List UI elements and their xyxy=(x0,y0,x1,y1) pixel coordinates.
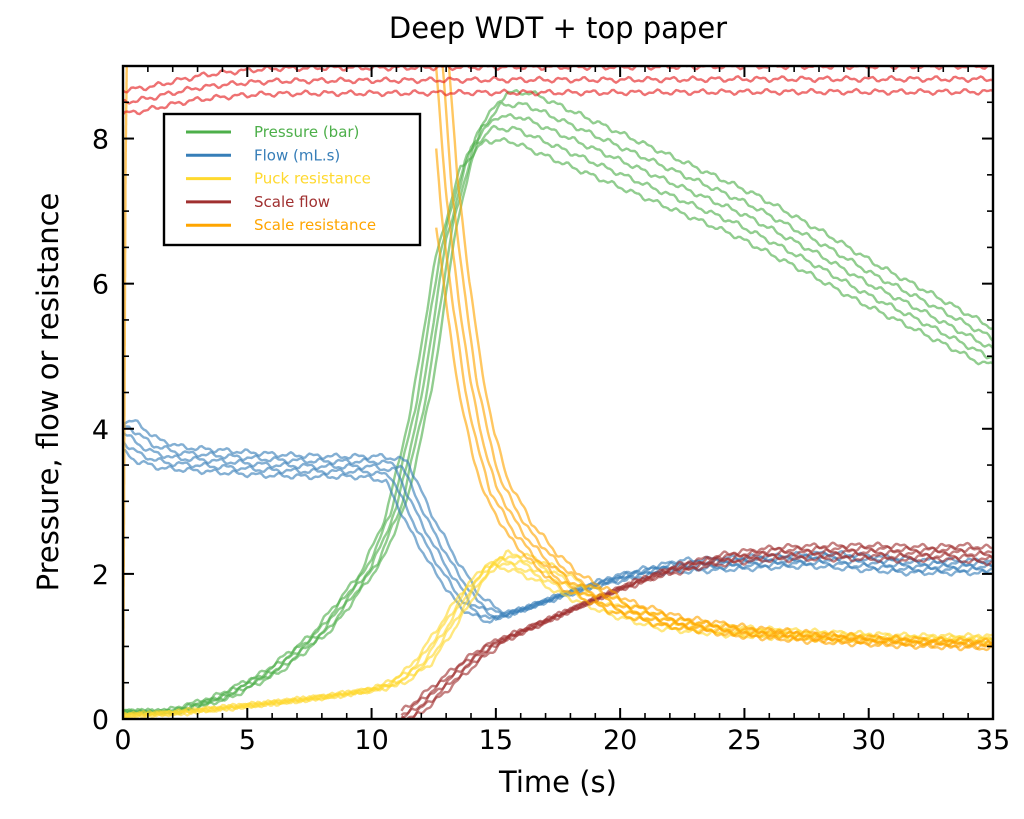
y-axis-label: Pressure, flow or resistance xyxy=(31,193,65,592)
legend: Pressure (bar) Flow (mL.s) Puck resistance… xyxy=(162,112,422,247)
x-tick-label: 35 xyxy=(976,725,1010,756)
series-line-pressure-setpoint xyxy=(123,87,993,116)
series-line-pressure-bar xyxy=(123,136,993,716)
y-tick-label: 0 xyxy=(92,705,109,736)
y-tick-label: 2 xyxy=(92,560,109,591)
y-tick-label: 4 xyxy=(92,415,109,446)
legend-label-puck-resistance: Puck resistance xyxy=(254,170,371,188)
series-line-flow-ml-s xyxy=(123,419,993,615)
series-line-flow-ml-s xyxy=(123,431,993,621)
series-line-pressure-bar xyxy=(123,112,993,716)
plot-area xyxy=(123,66,993,719)
series-line-scale-flow xyxy=(406,541,993,719)
x-tick-label: 25 xyxy=(727,725,761,756)
y-tick-label: 6 xyxy=(92,270,109,301)
series-scale-flow xyxy=(400,541,993,719)
series-flow-ml-s xyxy=(123,419,993,624)
series-line-scale-resistance xyxy=(435,227,993,652)
y-tick-label: 8 xyxy=(92,125,109,156)
series-line-pressure-setpoint xyxy=(123,74,993,105)
axis-ticks: 0 5 10 15 20 25 30 35 0 2 4 6 8 xyxy=(92,65,1010,756)
x-tick-label: 20 xyxy=(603,725,637,756)
x-axis-label: Time (s) xyxy=(498,765,617,799)
series-puck-resistance xyxy=(123,549,993,719)
series-scale-resistance xyxy=(435,66,993,652)
series-pressure-bar xyxy=(123,88,993,716)
x-tick-label: 0 xyxy=(114,725,131,756)
series-line-flow-ml-s xyxy=(123,440,993,621)
x-tick-label: 15 xyxy=(479,725,513,756)
legend-label-flow-ml-s: Flow (mL.s) xyxy=(254,146,340,164)
x-tick-label: 30 xyxy=(852,725,886,756)
legend-label-pressure-bar: Pressure (bar) xyxy=(254,123,359,141)
series-line-scale-flow xyxy=(400,551,993,717)
series-line-scale-resistance xyxy=(447,66,993,646)
x-tick-label: 5 xyxy=(239,725,256,756)
x-tick-label: 10 xyxy=(354,725,388,756)
chart-title: Deep WDT + top paper xyxy=(389,11,727,45)
legend-label-scale-resistance: Scale resistance xyxy=(254,216,376,234)
legend-label-scale-flow: Scale flow xyxy=(254,193,330,211)
series-pressure-setpoint xyxy=(123,66,993,116)
series-line-pressure-bar xyxy=(123,88,993,716)
